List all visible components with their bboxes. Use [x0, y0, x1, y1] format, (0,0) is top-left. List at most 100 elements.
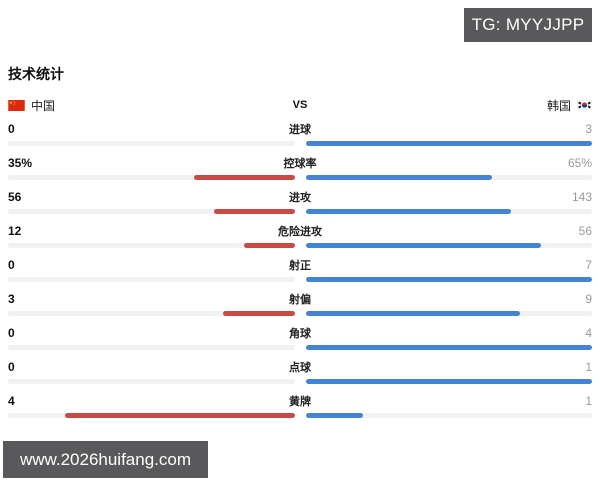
- stat-row: 0 点球 1: [8, 360, 592, 394]
- home-team: 中国: [8, 97, 55, 114]
- stat-row: 12 危险进攻 56: [8, 224, 592, 258]
- away-stat-value: 143: [571, 190, 592, 204]
- stat-row-text: 0 角球 4: [8, 326, 592, 340]
- away-bar-track: [305, 345, 592, 350]
- away-bar-track: [305, 209, 592, 214]
- stat-row: 4 黄牌 1: [8, 394, 592, 428]
- away-stat-value: 65%: [567, 156, 592, 170]
- home-bar-track: [8, 311, 295, 316]
- home-stat-value: 0: [8, 258, 15, 272]
- home-stat-value: 0: [8, 122, 15, 136]
- away-bar: [305, 141, 592, 146]
- korea-flag-icon: [577, 100, 592, 110]
- stat-row: 0 进球 3: [8, 122, 592, 156]
- home-bar-track: [8, 175, 295, 180]
- home-stat-value: 4: [8, 394, 15, 408]
- stat-label: 进攻: [289, 192, 311, 204]
- away-bar-track: [305, 413, 592, 418]
- home-stat-value: 0: [8, 360, 15, 374]
- away-bar-track: [305, 277, 592, 282]
- away-bar: [305, 413, 363, 418]
- stat-row-bars: [8, 141, 592, 146]
- telegram-watermark-badge: TG: MYYJJPP: [464, 8, 592, 42]
- stat-label: 射正: [289, 260, 311, 272]
- stat-row-text: 56 进攻 143: [8, 190, 592, 204]
- stat-row-bars: [8, 175, 592, 180]
- home-stat-value: 56: [8, 190, 22, 204]
- stat-row: 0 射正 7: [8, 258, 592, 292]
- away-stat-value: 9: [585, 292, 592, 306]
- stat-row-text: 0 射正 7: [8, 258, 592, 272]
- home-bar-track: [8, 379, 295, 384]
- home-team-name: 中国: [31, 98, 56, 113]
- china-flag-icon: [8, 99, 25, 111]
- away-bar: [305, 243, 542, 248]
- vs-label: VS: [292, 99, 308, 111]
- stat-row-bars: [8, 277, 592, 282]
- away-stat-value: 1: [585, 394, 592, 408]
- stat-row-bars: [8, 379, 592, 384]
- stat-label: 点球: [289, 362, 311, 374]
- home-stat-value: 3: [8, 292, 15, 306]
- away-bar-track: [305, 243, 592, 248]
- stat-row: 3 射偏 9: [8, 292, 592, 326]
- stats-panel: 技术统计 中国 VS 韩国: [8, 66, 592, 428]
- stat-row: 35% 控球率 65%: [8, 156, 592, 190]
- website-watermark-badge: www.2026huifang.com: [3, 441, 208, 478]
- stat-label: 黄牌: [289, 396, 311, 408]
- stat-row-bars: [8, 311, 592, 316]
- away-bar-track: [305, 379, 592, 384]
- stat-label: 进球: [289, 124, 311, 136]
- website-watermark-text: www.2026huifang.com: [19, 449, 192, 469]
- home-stat-value: 12: [8, 224, 22, 238]
- home-bar: [222, 311, 295, 316]
- away-bar: [305, 175, 492, 180]
- stat-label: 控球率: [283, 158, 317, 170]
- away-bar: [305, 209, 512, 214]
- home-bar: [194, 175, 295, 180]
- away-bar: [305, 311, 521, 316]
- stats-rows: 0 进球 3 35% 控球率 65% 56: [8, 122, 592, 428]
- away-stat-value: 3: [585, 122, 592, 136]
- stat-row-text: 35% 控球率 65%: [8, 156, 592, 170]
- home-bar-track: [8, 141, 295, 146]
- stat-row-text: 12 危险进攻 56: [8, 224, 592, 238]
- home-stat-value: 0: [8, 326, 15, 340]
- away-stat-value: 4: [585, 326, 592, 340]
- home-bar-track: [8, 209, 295, 214]
- stat-label: 射偏: [289, 294, 311, 306]
- stat-row-bars: [8, 345, 592, 350]
- home-stat-value: 35%: [8, 156, 33, 170]
- home-bar-track: [8, 277, 295, 282]
- away-bar: [305, 277, 592, 282]
- away-team: 韩国: [547, 97, 592, 114]
- stat-row: 56 进攻 143: [8, 190, 592, 224]
- home-bar: [65, 413, 295, 418]
- home-bar-track: [8, 413, 295, 418]
- away-bar: [305, 379, 592, 384]
- stat-row-bars: [8, 243, 592, 248]
- away-bar-track: [305, 311, 592, 316]
- teams-header: 中国 VS 韩国: [8, 97, 592, 114]
- stat-row-bars: [8, 413, 592, 418]
- home-bar-track: [8, 345, 295, 350]
- away-bar: [305, 345, 592, 350]
- stat-label: 角球: [289, 328, 311, 340]
- stat-row-text: 4 黄牌 1: [8, 394, 592, 408]
- away-bar-track: [305, 141, 592, 146]
- stat-label: 危险进攻: [278, 226, 322, 238]
- telegram-watermark-text: TG: MYYJJPP: [471, 15, 585, 34]
- stat-row-text: 0 点球 1: [8, 360, 592, 374]
- stat-row-text: 0 进球 3: [8, 122, 592, 136]
- away-stat-value: 56: [578, 224, 592, 238]
- page-title: 技术统计: [8, 66, 64, 82]
- stat-row-bars: [8, 209, 592, 214]
- home-bar: [213, 209, 295, 214]
- away-bar-track: [305, 175, 592, 180]
- away-stat-value: 1: [585, 360, 592, 374]
- stat-row: 0 角球 4: [8, 326, 592, 360]
- away-team-name: 韩国: [546, 98, 571, 113]
- stat-row-text: 3 射偏 9: [8, 292, 592, 306]
- home-bar: [243, 243, 295, 248]
